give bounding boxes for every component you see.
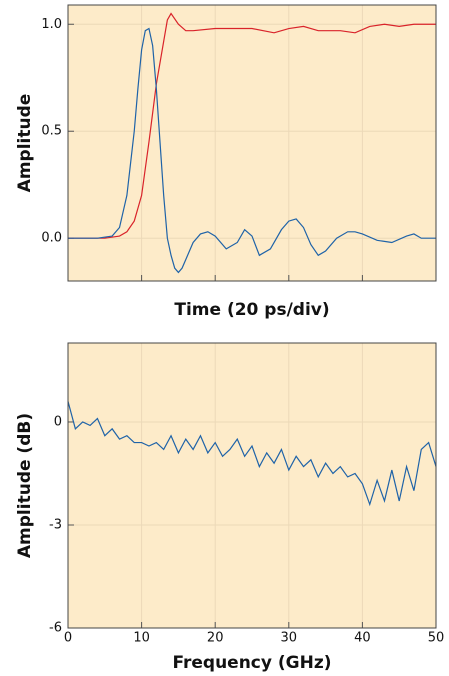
y-tick-label: 0.5 <box>41 124 62 139</box>
plot-area <box>68 5 436 281</box>
data-line <box>67 401 437 507</box>
x-tick-label: 0 <box>64 631 72 646</box>
y-tick-label: 0 <box>54 414 62 429</box>
plot-frame <box>67 4 437 282</box>
x-tick-label: 10 <box>133 631 150 646</box>
data-line <box>68 27 436 274</box>
y-tick-label: -3 <box>49 517 62 532</box>
y-tick-label: 0.0 <box>41 231 62 246</box>
x-tick-label: 20 <box>207 631 224 646</box>
y-tick-label: -6 <box>49 621 62 636</box>
x-axis-label: Frequency (GHz) <box>172 653 331 673</box>
x-tick-label: 40 <box>354 631 371 646</box>
x-tick-label: 50 <box>428 631 445 646</box>
x-axis-label: Time (20 ps/div) <box>174 300 329 320</box>
plot-area <box>68 343 436 628</box>
plot-frame <box>67 342 437 629</box>
data-line <box>68 12 436 239</box>
y-tick-label: 1.0 <box>41 17 62 32</box>
x-tick-label: 30 <box>281 631 298 646</box>
y-axis-label: Amplitude <box>15 94 35 193</box>
y-axis-label: Amplitude (dB) <box>15 413 35 558</box>
